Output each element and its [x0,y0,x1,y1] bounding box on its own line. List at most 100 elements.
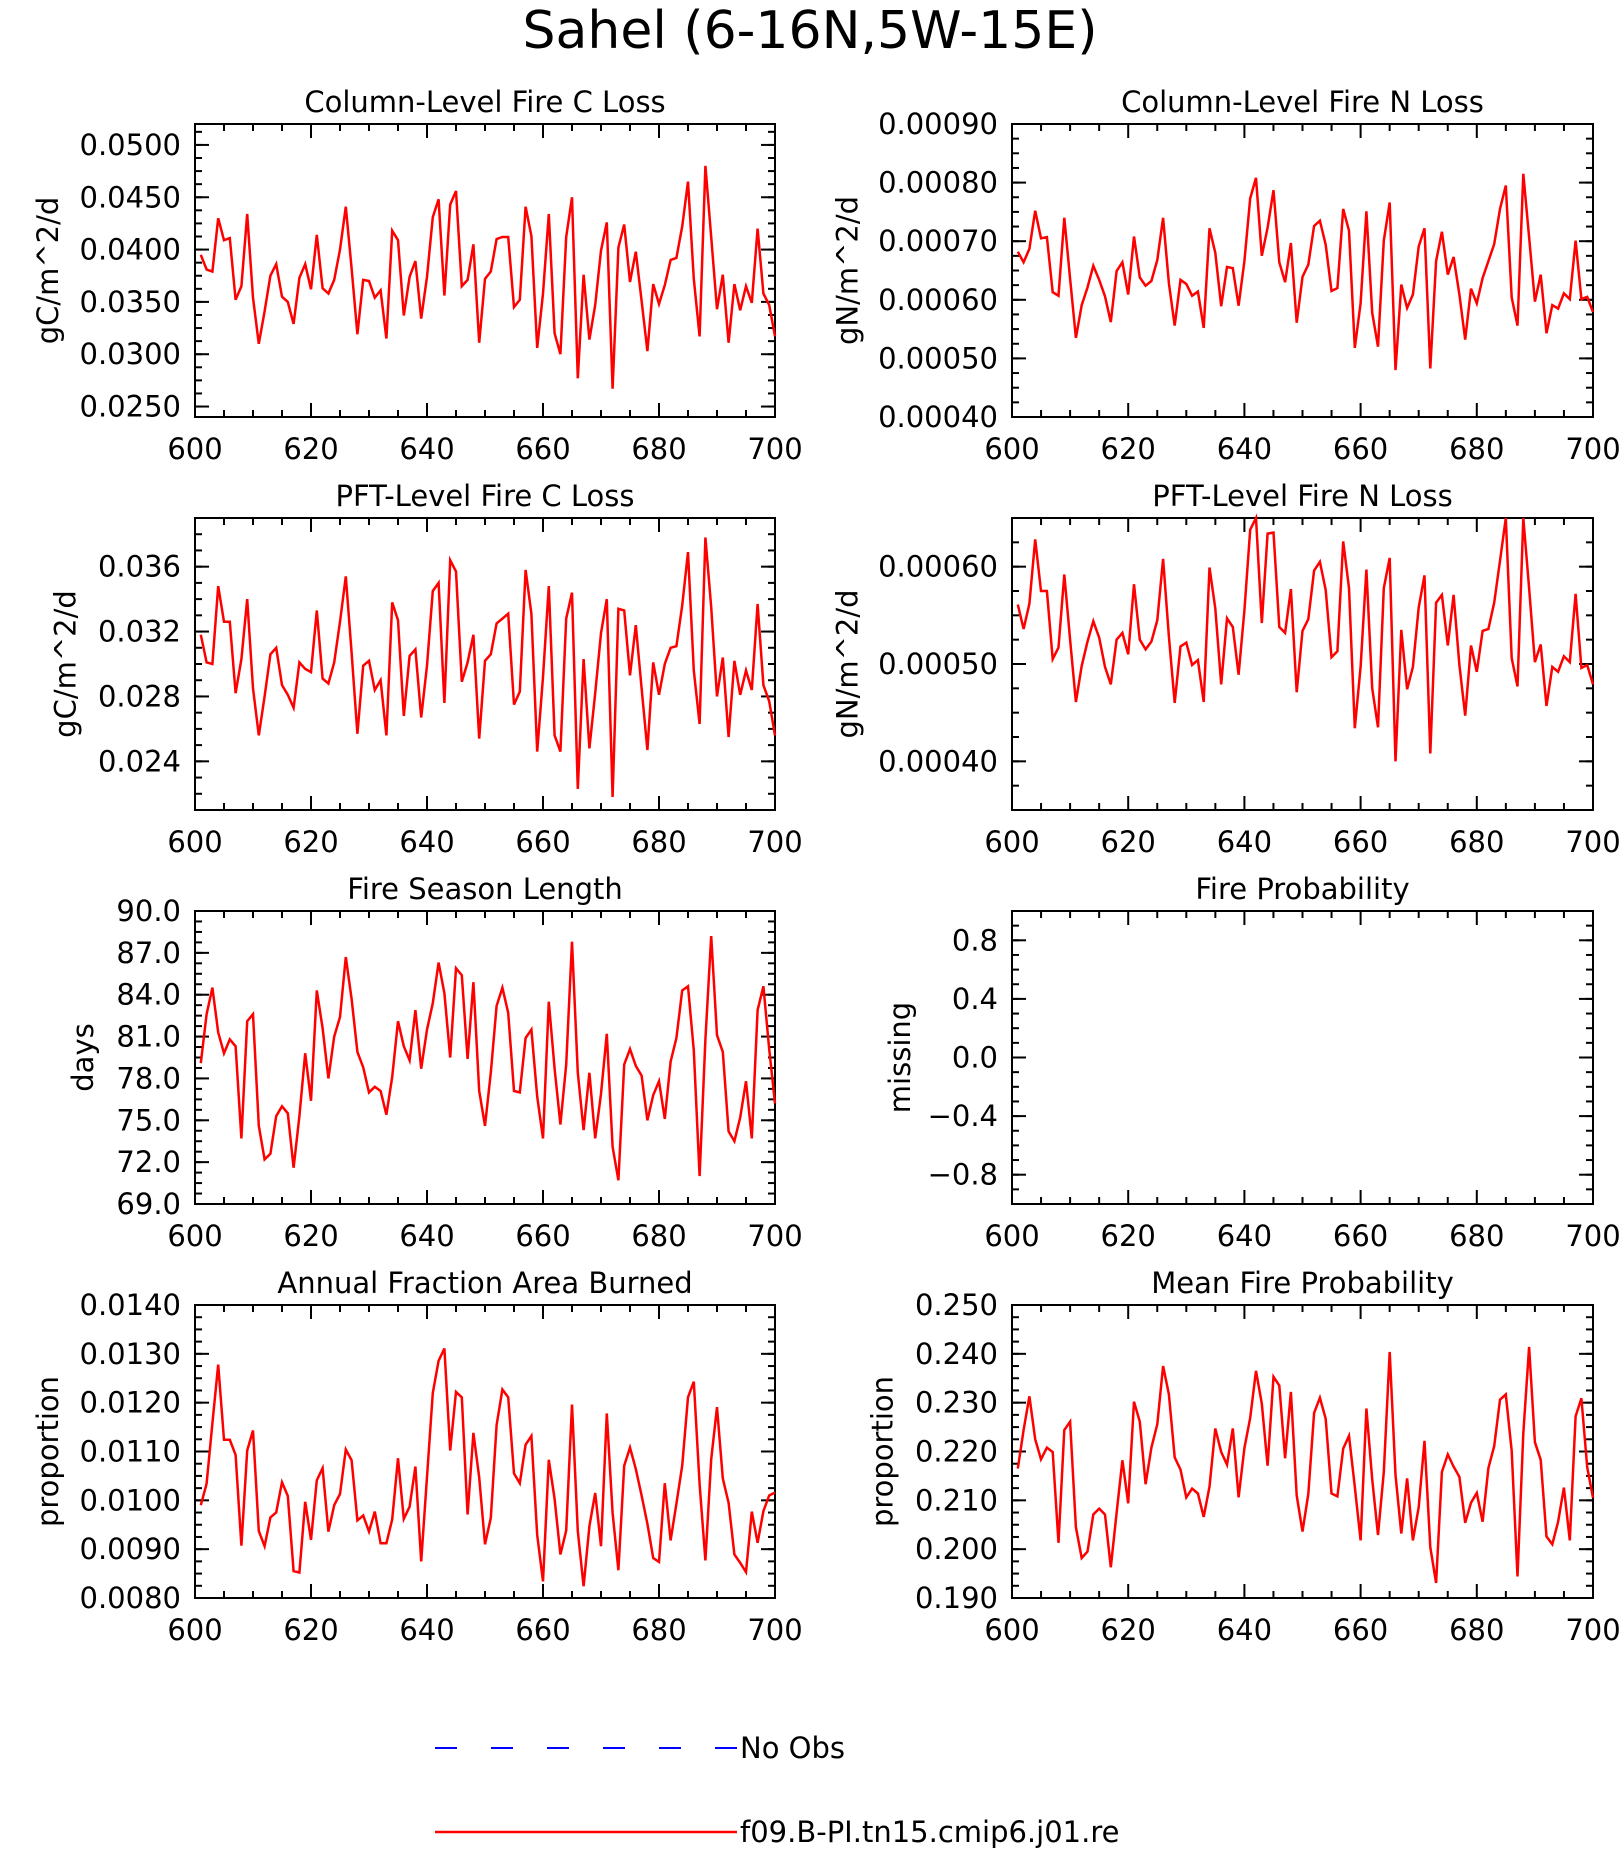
panel-1: 600 620 640 660 680 700 0.0250 0.0300 0.0350 0.04… [31,85,803,466]
y-tick-label: 90.0 [116,894,181,928]
y-axis-label: gC/m^2/d [31,197,65,345]
y-tick-label: 0.0140 [80,1288,181,1322]
panel-title: PFT-Level Fire C Loss [336,479,635,513]
y-tick-label: 0.0350 [80,285,181,319]
y-tick-label: 0.00060 [878,550,998,584]
y-tick-label: 0.8 [952,923,998,957]
x-tick-label: 640 [1217,1219,1272,1253]
x-tick-label: 680 [631,1613,686,1647]
y-tick-label: 78.0 [116,1061,181,1095]
y-tick-label: 0.0400 [80,233,181,267]
y-tick-label: 0.210 [915,1483,998,1517]
panel-5: 600 620 640 660 680 700 69.0 72.0 75.0 78.0 81.0 84… [66,872,803,1253]
panel-title: Column-Level Fire C Loss [304,85,665,119]
y-tick-label: 0.0110 [80,1435,181,1469]
y-tick-label: 0.00090 [878,107,998,141]
x-tick-label: 660 [515,432,570,466]
panel-title: Annual Fraction Area Burned [277,1266,692,1300]
y-tick-label: 75.0 [116,1103,181,1137]
y-axis-label: proportion [866,1376,900,1527]
panel-2: 600 620 640 660 680 700 0.00040 0.00050 0.00060 0… [831,85,1620,466]
x-tick-label: 620 [283,432,338,466]
panel-title: Column-Level Fire N Loss [1121,85,1484,119]
panel-7: 600 620 640 660 680 700 0.0080 0.0090 0.0100 0.01… [31,1266,803,1647]
x-tick-label: 640 [399,432,454,466]
panel-title: Fire Season Length [347,872,622,906]
x-tick-label: 660 [515,1219,570,1253]
x-tick-label: 700 [1565,1219,1620,1253]
y-tick-label: 0.0090 [80,1532,181,1566]
y-tick-label: 0.200 [915,1532,998,1566]
x-tick-label: 700 [747,1613,802,1647]
x-tick-label: 620 [1101,1219,1156,1253]
x-tick-label: 640 [1217,825,1272,859]
x-tick-label: 700 [747,825,802,859]
x-tick-label: 600 [167,1219,222,1253]
x-tick-label: 620 [1101,1613,1156,1647]
x-tick-label: 600 [984,825,1039,859]
y-tick-label: 84.0 [116,978,181,1012]
x-tick-label: 660 [1333,1613,1388,1647]
y-tick-label: 0.230 [915,1386,998,1420]
y-tick-label: 0.00080 [878,166,998,200]
y-tick-label: −0.4 [928,1099,998,1133]
y-tick-label: 0.0080 [80,1581,181,1615]
y-tick-label: 72.0 [116,1145,181,1179]
x-tick-label: 640 [1217,432,1272,466]
y-axis-label: gN/m^2/d [831,589,865,738]
panel-title: PFT-Level Fire N Loss [1152,479,1452,513]
x-tick-label: 680 [631,1219,686,1253]
x-tick-label: 620 [283,825,338,859]
panel-4: 600 620 640 660 680 700 0.00040 0.00050 0.00060 P… [831,479,1620,859]
y-tick-label: 0.00050 [878,647,998,681]
y-tick-label: 0.028 [98,679,181,713]
panel-3: 600 620 640 660 680 700 0.024 0.028 0.032 0.036 PF… [49,479,803,859]
y-tick-label: 87.0 [116,936,181,970]
y-tick-label: 0.00050 [878,341,998,375]
x-tick-label: 600 [984,1613,1039,1647]
y-axis-label: gN/m^2/d [831,196,865,345]
x-tick-label: 600 [984,432,1039,466]
y-axis-label: days [66,1023,100,1091]
figure-title: Sahel (6-16N,5W-15E) [523,1,1098,61]
y-tick-label: 0.250 [915,1288,998,1322]
series-line [1016,513,1595,762]
y-axis-label: gC/m^2/d [49,590,83,738]
x-tick-label: 660 [515,1613,570,1647]
y-tick-label: 0.0450 [80,180,181,214]
x-tick-label: 660 [1333,1219,1388,1253]
x-tick-label: 660 [1333,432,1388,466]
x-tick-label: 640 [1217,1613,1272,1647]
x-tick-label: 620 [283,1219,338,1253]
x-tick-label: 680 [1449,825,1504,859]
x-tick-label: 680 [631,825,686,859]
panel-title: Fire Probability [1195,872,1409,906]
x-tick-label: 700 [747,1219,802,1253]
panel-8: 600 620 640 660 680 700 0.190 0.200 0.210 0.220 0.… [866,1266,1620,1647]
y-tick-label: 0.0120 [80,1386,181,1420]
x-tick-label: 620 [1101,825,1156,859]
x-tick-label: 700 [1565,825,1620,859]
y-tick-label: 0.0250 [80,390,181,424]
y-tick-label: 0.0130 [80,1337,181,1371]
series-line [199,537,777,798]
legend-obs-label: No Obs [740,1731,845,1765]
x-tick-label: 600 [984,1219,1039,1253]
x-tick-label: 680 [1449,1219,1504,1253]
y-tick-label: 0.032 [98,615,181,649]
y-tick-label: 0.0300 [80,337,181,371]
y-axis-label: missing [883,1002,917,1113]
x-tick-label: 700 [747,432,802,466]
x-tick-label: 700 [1565,432,1620,466]
x-tick-label: 640 [399,825,454,859]
y-tick-label: 0.240 [915,1337,998,1371]
x-tick-label: 600 [167,825,222,859]
x-tick-label: 680 [1449,1613,1504,1647]
y-tick-label: 0.036 [98,550,181,584]
legend-model-label: f09.B-PI.tn15.cmip6.j01.re [740,1815,1119,1849]
y-tick-label: 0.0100 [80,1483,181,1517]
y-tick-label: 0.00040 [878,744,998,778]
series-line [199,1347,776,1587]
legend: No Obs f09.B-PI.tn15.cmip6.j01.re [435,1731,1119,1849]
